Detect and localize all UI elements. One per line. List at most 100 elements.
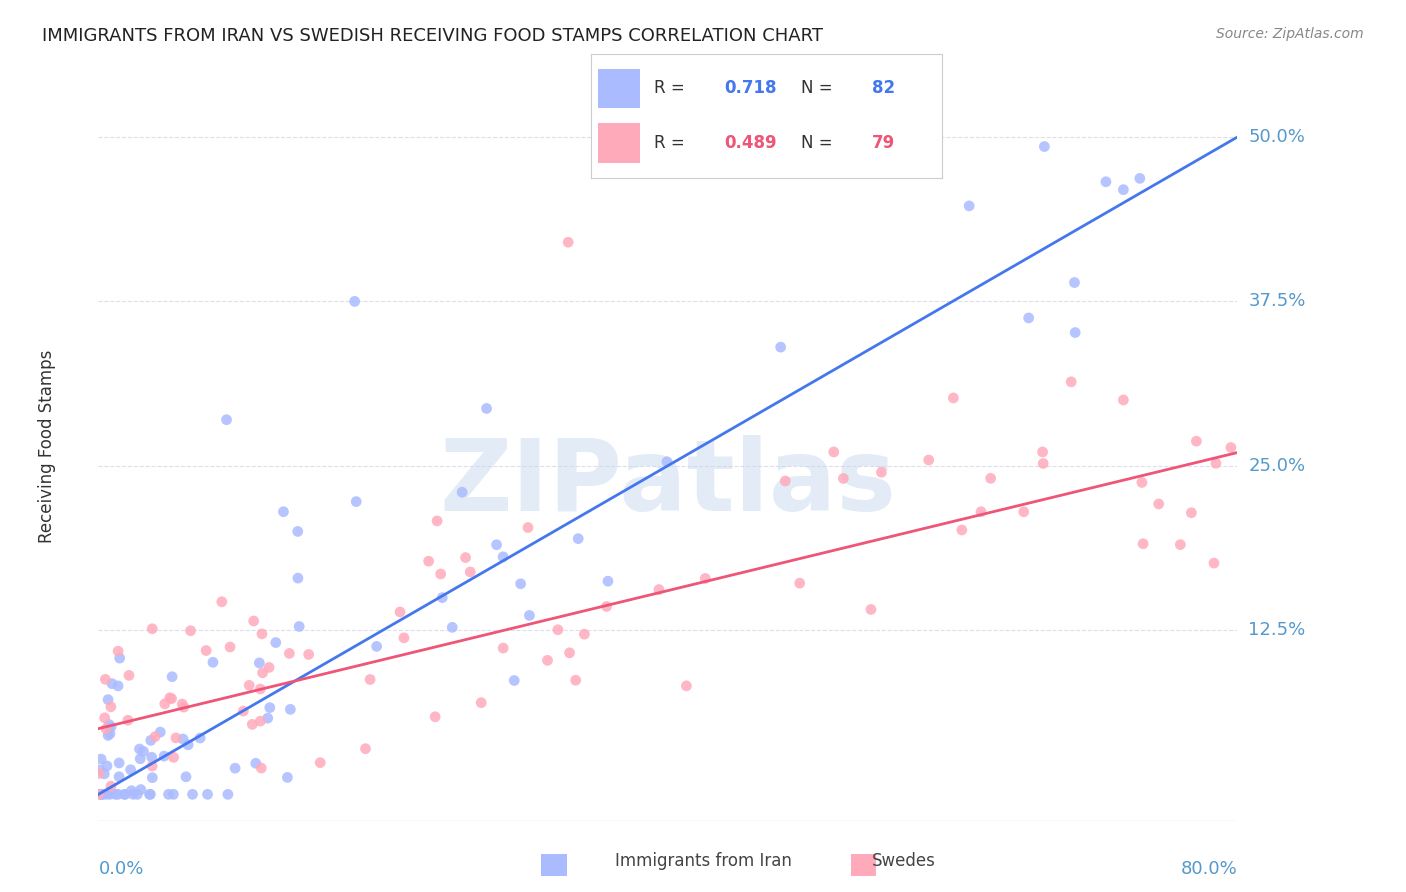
Point (224, 761, 246, 775)
Point (129, 752, 152, 766)
Point (957, 199, 980, 213)
Point (117, 713, 139, 727)
Point (1219, 441, 1241, 455)
Point (252, 665, 274, 680)
Point (94, 722, 117, 736)
Point (108, 756, 131, 770)
Point (98, 785, 121, 799)
Point (94, 788, 117, 802)
Point (159, 690, 181, 705)
Text: Receiving Food Stamps: Receiving Food Stamps (38, 350, 56, 542)
Point (288, 619, 311, 633)
Point (517, 520, 540, 534)
Point (1202, 556, 1225, 570)
Text: Immigrants from Iran: Immigrants from Iran (614, 852, 792, 870)
Point (309, 756, 332, 770)
Text: 82: 82 (872, 79, 894, 97)
Point (870, 465, 893, 479)
Point (1018, 310, 1040, 325)
Point (257, 660, 280, 674)
Point (98, 788, 121, 802)
Point (139, 788, 162, 802)
Point (162, 788, 184, 802)
Point (354, 741, 377, 756)
Point (129, 782, 152, 797)
Point (162, 750, 184, 764)
Point (96, 759, 118, 773)
Point (695, 571, 717, 585)
Point (91, 788, 114, 802)
Point (250, 761, 273, 775)
Point (832, 471, 855, 485)
Point (100, 720, 122, 734)
Point (567, 532, 589, 546)
Point (177, 738, 200, 752)
Point (458, 565, 481, 579)
Point (101, 676, 124, 690)
Point (118, 668, 141, 682)
Point (287, 571, 309, 585)
Point (242, 614, 264, 628)
FancyBboxPatch shape (598, 123, 640, 163)
Point (343, 294, 366, 309)
Point (181, 788, 204, 802)
Text: Swedes: Swedes (872, 852, 935, 870)
Point (219, 640, 242, 654)
Point (278, 647, 301, 661)
Point (970, 505, 993, 519)
Point (596, 574, 619, 589)
Point (108, 770, 131, 784)
Text: 12.5%: 12.5% (1249, 621, 1306, 639)
Point (503, 673, 526, 688)
Point (273, 505, 295, 519)
Point (138, 788, 160, 802)
Point (1205, 456, 1227, 470)
Point (1180, 506, 1202, 520)
Point (97, 692, 120, 706)
Point (172, 731, 194, 746)
Point (392, 631, 415, 645)
Point (107, 679, 129, 693)
Point (509, 576, 531, 591)
Point (232, 704, 254, 718)
Point (141, 759, 163, 773)
Point (1032, 457, 1054, 471)
Point (1060, 375, 1083, 389)
Point (789, 576, 811, 591)
Point (547, 623, 569, 637)
Point (97, 728, 120, 742)
Point (120, 783, 142, 797)
Point (122, 788, 145, 802)
Point (485, 538, 508, 552)
Point (94, 673, 117, 687)
Point (1012, 505, 1035, 519)
Point (536, 653, 558, 667)
Point (90, 752, 112, 766)
Point (132, 744, 155, 758)
Point (574, 627, 596, 641)
Point (675, 679, 697, 693)
Point (165, 731, 187, 745)
Point (149, 725, 172, 739)
Point (429, 566, 451, 581)
Point (215, 413, 238, 427)
Point (344, 494, 367, 508)
Text: 50.0%: 50.0% (1249, 128, 1305, 146)
Point (287, 524, 309, 539)
Point (100, 699, 122, 714)
Point (950, 523, 973, 537)
Point (107, 788, 129, 802)
Point (180, 624, 202, 638)
Point (418, 554, 440, 568)
Point (1132, 537, 1154, 551)
Point (655, 455, 678, 469)
Point (93, 767, 115, 781)
FancyBboxPatch shape (598, 69, 640, 109)
Point (104, 788, 127, 802)
Point (160, 670, 183, 684)
Point (107, 644, 129, 658)
Text: N =: N = (801, 135, 838, 153)
Point (942, 391, 965, 405)
Point (217, 788, 239, 802)
Point (519, 608, 541, 623)
